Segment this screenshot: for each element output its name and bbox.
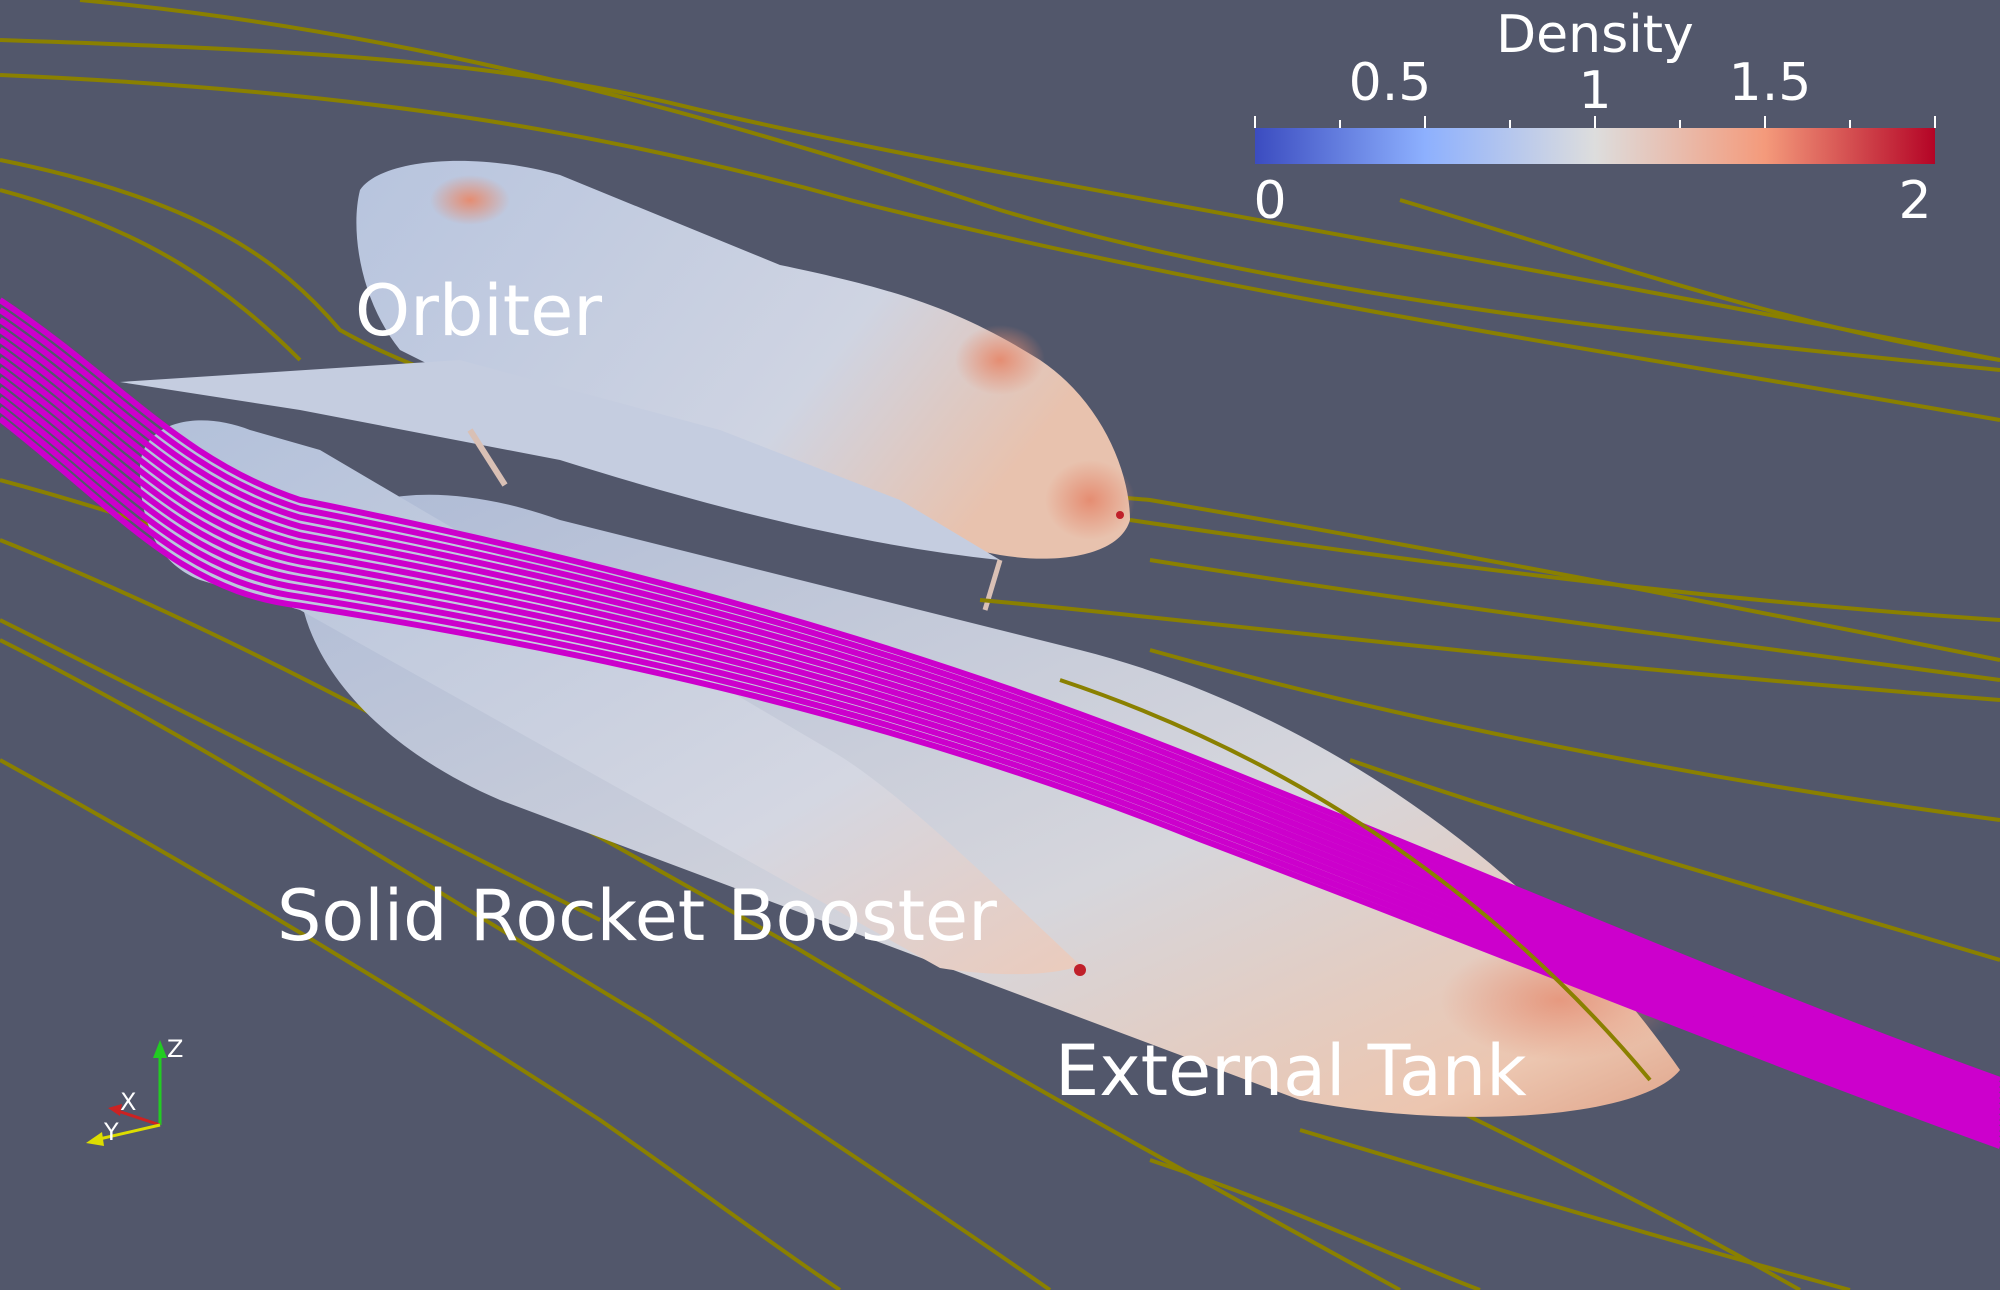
olive-streamline <box>1149 558 2000 682</box>
olive-streamline <box>1059 678 1652 1082</box>
magenta-streamline <box>0 337 2000 1105</box>
colorbar-min-label: 0 <box>1253 171 1286 231</box>
olive-streamline <box>0 38 2000 362</box>
orbiter-label: Orbiter <box>355 270 602 352</box>
olive-streamline <box>1399 198 2000 362</box>
olive-streamline <box>0 618 601 922</box>
colorbar-tick-label: 1.5 <box>1729 53 1812 113</box>
magenta-streamline <box>0 307 2000 1089</box>
magenta-streamline <box>0 376 2000 1127</box>
magenta-streamline <box>0 327 2000 1100</box>
colorbar-legend: Density 0.5 1 1.5 0 2 <box>1253 5 1936 231</box>
olive-streamline <box>79 0 2000 372</box>
colorbar-title: Density <box>1496 5 1694 65</box>
magenta-streamline <box>0 396 2000 1138</box>
orbiter <box>120 160 1135 611</box>
olive-streamline <box>1149 1158 1481 1290</box>
olive-streamline <box>1299 1128 1851 1290</box>
colorbar-tick-label: 1 <box>1578 61 1611 121</box>
colorbar-max-label: 2 <box>1898 171 1931 231</box>
colorbar-ticks <box>1254 116 1936 128</box>
magenta-streamlines <box>0 297 2000 1149</box>
magenta-streamline <box>0 297 2000 1083</box>
magenta-streamline <box>0 406 2000 1144</box>
magenta-streamline <box>0 386 2000 1133</box>
colorbar-tick-label: 0.5 <box>1349 53 1432 113</box>
z-arrow-icon <box>153 1040 167 1058</box>
y-arrow-icon <box>86 1132 104 1146</box>
srb-label: Solid Rocket Booster <box>277 875 997 957</box>
olive-streamline <box>0 758 842 1290</box>
magenta-streamline <box>0 366 2000 1122</box>
olive-streamline <box>1149 648 2000 822</box>
orientation-axes: Z X Y <box>86 1035 183 1146</box>
x-axis-label: X <box>120 1088 136 1116</box>
magenta-streamline <box>0 317 2000 1094</box>
tank-label: External Tank <box>1055 1030 1527 1112</box>
magenta-streamline <box>0 347 2000 1111</box>
olive-streamline <box>0 188 302 362</box>
olive-streamline <box>0 73 2000 422</box>
magenta-streamline <box>0 356 2000 1116</box>
x-arrow-icon <box>108 1104 122 1116</box>
colorbar-gradient <box>1255 128 1935 164</box>
olive-streamline <box>1129 518 2000 622</box>
foreground-streamlines <box>0 518 2000 1082</box>
z-axis-label: Z <box>167 1035 183 1063</box>
olive-streamline <box>979 598 2000 702</box>
olive-streamline <box>1349 758 2000 962</box>
olive-streamline <box>0 638 1052 1290</box>
magenta-streamline <box>0 416 2000 1149</box>
y-axis-label: Y <box>103 1118 119 1146</box>
